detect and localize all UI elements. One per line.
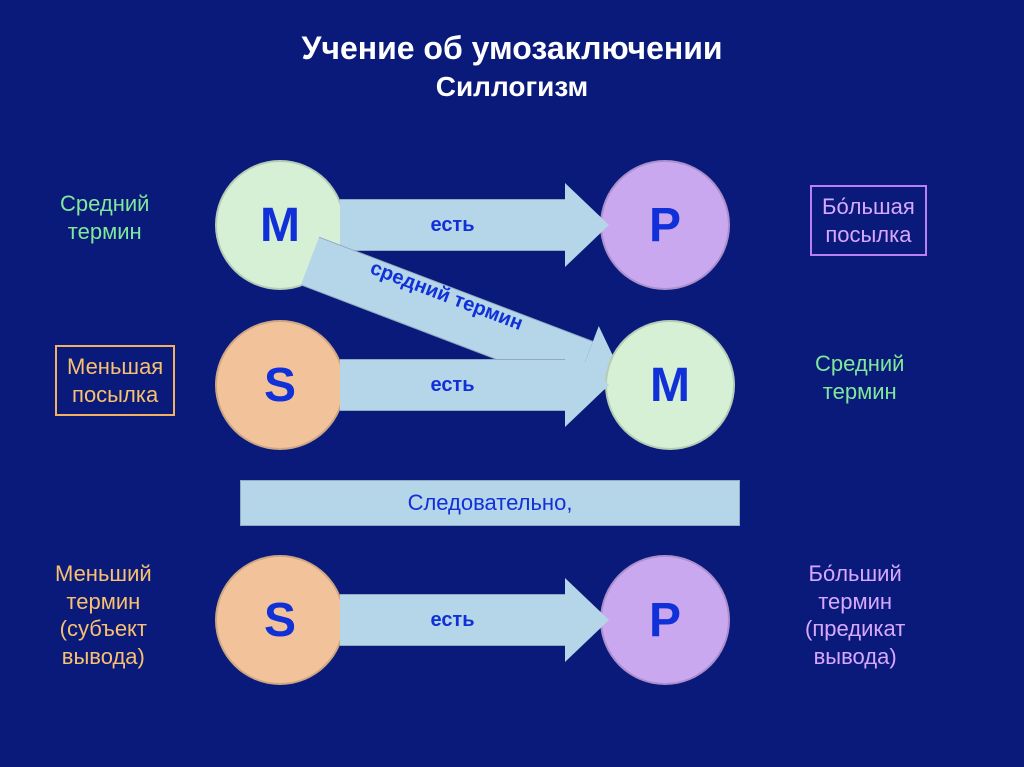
title-block: Учение об умозаключении Силлогизм bbox=[0, 0, 1024, 103]
label-middle-term-left: Среднийтермин bbox=[60, 190, 149, 245]
node-m-mid-letter: M bbox=[650, 358, 690, 413]
label-minor-term: Меньшийтермин(субъектвывода) bbox=[55, 560, 152, 670]
node-p-top-letter: P bbox=[649, 198, 681, 253]
label-minor-premise: Меньшаяпосылка bbox=[55, 345, 175, 416]
node-p-top: P bbox=[600, 160, 730, 290]
arrow-row3: есть bbox=[340, 578, 609, 662]
node-m-mid: M bbox=[605, 320, 735, 450]
arrow-row3-head-icon bbox=[565, 578, 609, 662]
arrow-row1-head-icon bbox=[565, 183, 609, 267]
label-major-premise: Бо́льшаяпосылка bbox=[810, 185, 927, 256]
label-middle-term-right: Среднийтермин bbox=[815, 350, 904, 405]
therefore-bar: Следовательно, bbox=[240, 480, 740, 526]
arrow-row3-label: есть bbox=[340, 594, 565, 646]
node-s-bottom: S bbox=[215, 555, 345, 685]
node-s-bottom-letter: S bbox=[264, 593, 296, 648]
node-p-bottom-letter: P bbox=[649, 593, 681, 648]
arrow-row2: есть bbox=[340, 343, 609, 427]
arrow-row2-head-icon bbox=[565, 343, 609, 427]
title-subtitle: Силлогизм bbox=[0, 71, 1024, 103]
node-s-mid: S bbox=[215, 320, 345, 450]
node-p-bottom: P bbox=[600, 555, 730, 685]
title-main: Учение об умозаключении bbox=[0, 30, 1024, 67]
arrow-row2-label: есть bbox=[340, 359, 565, 411]
node-m-top-letter: M bbox=[260, 198, 300, 253]
label-major-term: Бо́льшийтермин(предикатвывода) bbox=[805, 560, 905, 670]
node-s-mid-letter: S bbox=[264, 358, 296, 413]
